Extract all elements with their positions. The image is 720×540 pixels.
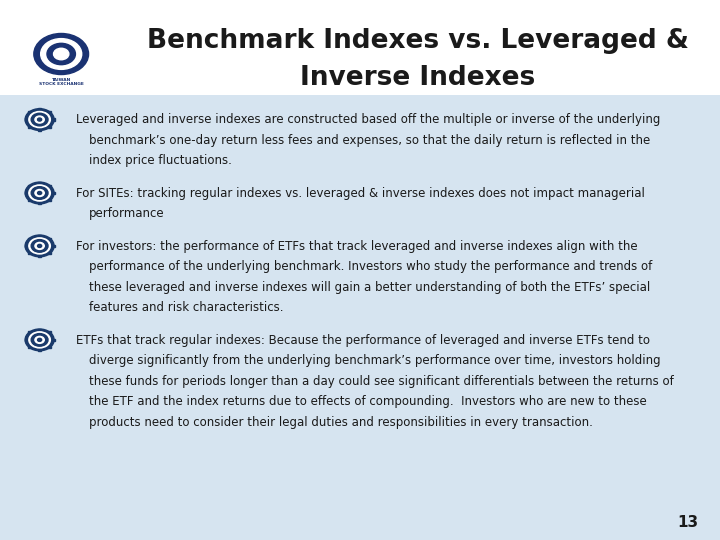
Text: the ETF and the index returns due to effects of compounding.  Investors who are : the ETF and the index returns due to eff…	[89, 395, 647, 408]
Circle shape	[25, 109, 54, 131]
Text: benchmark’s one-day return less fees and expenses, so that the daily return is r: benchmark’s one-day return less fees and…	[89, 134, 650, 147]
Circle shape	[35, 190, 45, 197]
Bar	[28, 125, 32, 128]
Bar	[48, 238, 51, 240]
Circle shape	[25, 235, 54, 257]
Circle shape	[29, 111, 50, 127]
Text: products need to consider their legal duties and responsibilities in every trans: products need to consider their legal du…	[89, 416, 593, 429]
Text: 13: 13	[678, 515, 698, 530]
Bar	[24, 192, 28, 194]
Circle shape	[37, 192, 42, 194]
Circle shape	[37, 245, 42, 247]
Text: TAIWAN
STOCK EXCHANGE: TAIWAN STOCK EXCHANGE	[39, 78, 84, 86]
FancyBboxPatch shape	[0, 0, 720, 94]
Circle shape	[29, 332, 50, 348]
Text: these funds for periods longer than a day could see significant differentials be: these funds for periods longer than a da…	[89, 375, 673, 388]
Bar	[51, 339, 55, 341]
Bar	[38, 201, 41, 204]
Text: performance of the underlying benchmark. Investors who study the performance and: performance of the underlying benchmark.…	[89, 260, 652, 273]
Bar	[24, 118, 28, 121]
Bar	[38, 234, 41, 237]
Circle shape	[41, 39, 82, 69]
Bar	[28, 238, 32, 240]
Bar	[28, 111, 32, 114]
Circle shape	[37, 118, 42, 121]
Bar	[28, 332, 32, 334]
Bar	[48, 111, 51, 114]
Bar	[24, 339, 28, 341]
Bar	[48, 332, 51, 334]
Text: ETFs that track regular indexes: Because the performance of leveraged and invers: ETFs that track regular indexes: Because…	[76, 334, 649, 347]
Bar	[51, 192, 55, 194]
Circle shape	[31, 240, 48, 252]
Bar	[28, 185, 32, 187]
Circle shape	[31, 187, 48, 199]
Circle shape	[35, 336, 45, 343]
Text: these leveraged and inverse indexes will gain a better understanding of both the: these leveraged and inverse indexes will…	[89, 281, 650, 294]
Bar	[38, 108, 41, 111]
Text: diverge significantly from the underlying benchmark’s performance over time, inv: diverge significantly from the underlyin…	[89, 354, 660, 367]
Circle shape	[35, 242, 45, 249]
Bar	[24, 245, 28, 247]
Bar	[38, 348, 41, 351]
Circle shape	[25, 329, 54, 351]
Bar	[48, 125, 51, 128]
Circle shape	[29, 238, 50, 254]
Text: For investors: the performance of ETFs that track leveraged and inverse indexes : For investors: the performance of ETFs t…	[76, 240, 637, 253]
Bar	[28, 346, 32, 348]
Text: performance: performance	[89, 207, 164, 220]
Bar	[48, 346, 51, 348]
Bar	[38, 328, 41, 331]
Bar	[51, 245, 55, 247]
Circle shape	[29, 185, 50, 201]
Bar	[38, 128, 41, 131]
Text: features and risk characteristics.: features and risk characteristics.	[89, 301, 283, 314]
Circle shape	[34, 33, 89, 75]
Circle shape	[31, 113, 48, 126]
Bar	[48, 252, 51, 254]
Text: index price fluctuations.: index price fluctuations.	[89, 154, 231, 167]
Text: Inverse Indexes: Inverse Indexes	[300, 65, 535, 91]
Bar	[38, 181, 41, 184]
Circle shape	[37, 339, 42, 341]
Circle shape	[35, 116, 45, 123]
Bar	[48, 185, 51, 187]
Text: Benchmark Indexes vs. Leveraged &: Benchmark Indexes vs. Leveraged &	[147, 28, 688, 53]
Circle shape	[25, 182, 54, 204]
Bar	[51, 118, 55, 121]
Text: Leveraged and inverse indexes are constructed based off the multiple or inverse : Leveraged and inverse indexes are constr…	[76, 113, 660, 126]
Bar	[28, 252, 32, 254]
Circle shape	[31, 334, 48, 346]
Text: For SITEs: tracking regular indexes vs. leveraged & inverse indexes does not imp: For SITEs: tracking regular indexes vs. …	[76, 187, 644, 200]
Bar	[38, 254, 41, 257]
Circle shape	[53, 48, 69, 60]
Bar	[28, 199, 32, 201]
Bar	[48, 199, 51, 201]
Circle shape	[47, 43, 76, 65]
